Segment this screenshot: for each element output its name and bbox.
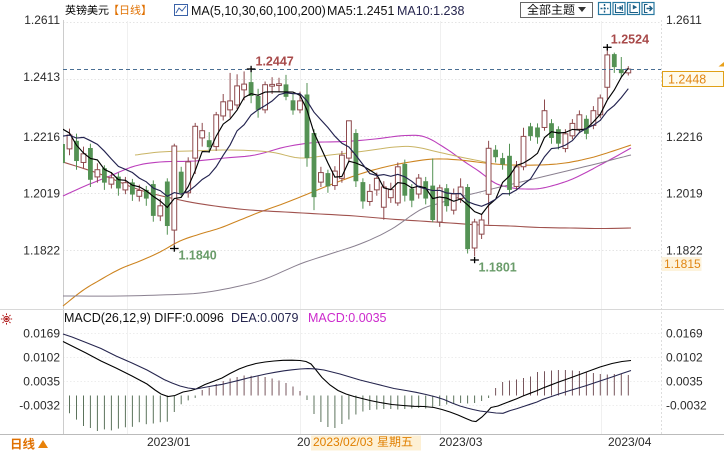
svg-text:MA10:1.238: MA10:1.238 xyxy=(397,4,464,18)
svg-text:2023/01: 2023/01 xyxy=(147,435,191,449)
svg-text:1.2019: 1.2019 xyxy=(23,187,60,201)
svg-text:MACD(26,12,9) DIFF:0.0096: MACD(26,12,9) DIFF:0.0096 xyxy=(64,311,224,325)
svg-text:1.2019: 1.2019 xyxy=(666,187,703,201)
svg-text:1.1840: 1.1840 xyxy=(179,249,217,263)
svg-text:2023/02/03: 2023/02/03 xyxy=(313,435,373,449)
svg-text:MA(5,10,30,60,100,200): MA(5,10,30,60,100,200) xyxy=(191,4,326,18)
svg-text:MA5:1.2451: MA5:1.2451 xyxy=(327,4,394,18)
svg-text:1.2611: 1.2611 xyxy=(24,13,60,27)
svg-text:DEA:0.0079: DEA:0.0079 xyxy=(231,311,298,325)
svg-text:-0.0032: -0.0032 xyxy=(19,399,60,413)
svg-text:MACD:0.0035: MACD:0.0035 xyxy=(308,311,387,325)
svg-text:1.2216: 1.2216 xyxy=(666,130,703,144)
svg-text:-0.0032: -0.0032 xyxy=(666,399,707,413)
svg-text:0.0102: 0.0102 xyxy=(23,351,60,365)
svg-text:1.1822: 1.1822 xyxy=(23,244,60,258)
svg-text:0.0035: 0.0035 xyxy=(23,375,60,389)
svg-text:1.2447: 1.2447 xyxy=(256,54,294,68)
svg-text:1.1815: 1.1815 xyxy=(664,257,701,271)
svg-text:0.0169: 0.0169 xyxy=(666,327,703,341)
svg-text:1.2448: 1.2448 xyxy=(668,73,706,87)
svg-text:2023/04: 2023/04 xyxy=(608,435,652,449)
svg-text:1.2524: 1.2524 xyxy=(611,33,649,47)
svg-text:2023/03: 2023/03 xyxy=(439,435,483,449)
svg-text:0.0169: 0.0169 xyxy=(23,327,60,341)
svg-text:0.0035: 0.0035 xyxy=(666,375,703,389)
svg-text:1.1801: 1.1801 xyxy=(479,261,517,275)
svg-text:1.1822: 1.1822 xyxy=(666,244,703,258)
svg-text:1.2413: 1.2413 xyxy=(23,70,60,84)
svg-text:0.0102: 0.0102 xyxy=(666,351,703,365)
svg-text:1.2611: 1.2611 xyxy=(666,13,702,27)
svg-text:1.2216: 1.2216 xyxy=(23,130,60,144)
